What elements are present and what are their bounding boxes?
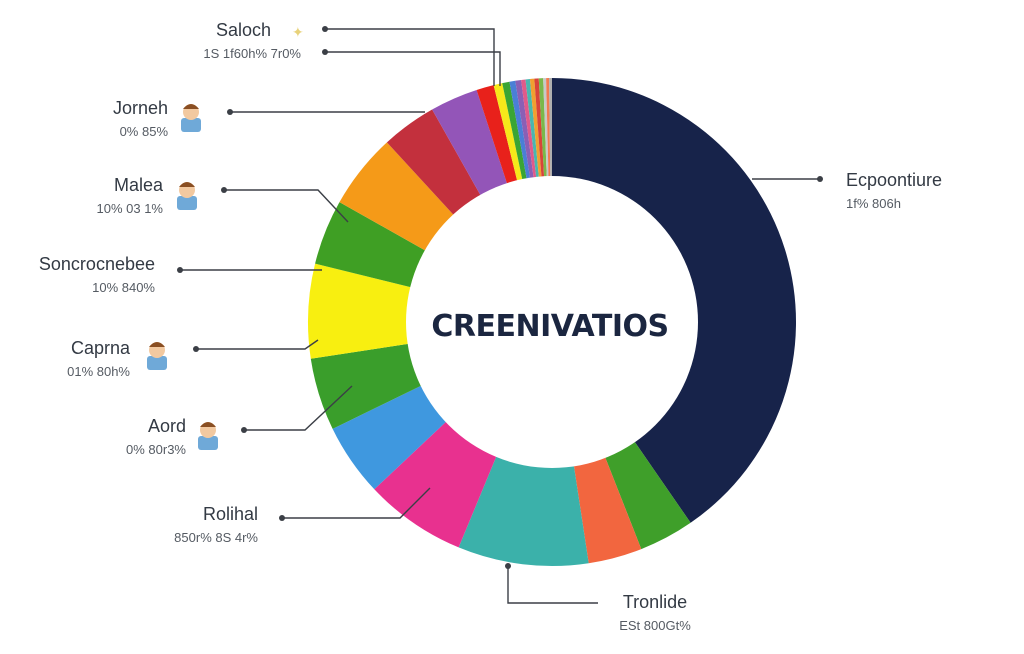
slice-label-value: 0% 80r3% <box>126 442 186 457</box>
person-avatar-icon <box>181 104 201 132</box>
label-group-7: Soncrocnebee 10% 840% <box>39 254 322 295</box>
slice-label-name: Malea <box>114 175 164 195</box>
leader-dot <box>193 346 199 352</box>
slice-label-value: 850r% 8S 4r% <box>174 530 258 545</box>
label-group-11: Jorneh 0% 85% <box>113 98 425 139</box>
slice-label-name: Aord <box>148 416 186 436</box>
label-group-2: Tronlide ESt 800Gt% <box>505 563 691 633</box>
center-title: CREENIVATIOS <box>431 309 668 344</box>
label-group-5: Aord 0% 80r3% <box>126 385 353 457</box>
star-icon: ✦ <box>292 24 304 40</box>
leader-line <box>244 385 353 431</box>
leader-line <box>282 487 431 519</box>
slice-label-value: 0% 85% <box>120 124 169 139</box>
slice-label-value: 10% 840% <box>92 280 155 295</box>
leader-line <box>196 339 319 350</box>
leader-dot <box>221 187 227 193</box>
label-group-8: Malea 10% 03 1% <box>97 175 349 223</box>
leader-dot <box>227 109 233 115</box>
leader-line <box>507 566 598 604</box>
slice-label-name: Tronlide <box>623 592 687 612</box>
leader-dot <box>241 427 247 433</box>
person-avatar-icon <box>198 422 218 450</box>
slice-label-value: 01% 80h% <box>67 364 130 379</box>
slice-label-value: ESt 800Gt% <box>619 618 691 633</box>
slice-label-value: 1S 1f60h% 7r0% <box>203 46 301 61</box>
leader-line <box>325 51 501 86</box>
leader-dot <box>505 563 511 569</box>
label-group-3: Rolihal 850r% 8S 4r% <box>174 487 431 545</box>
leader-dot <box>322 26 328 32</box>
slice-label-name: Jorneh <box>113 98 168 118</box>
leader-dot <box>279 515 285 521</box>
leader-line <box>224 189 349 223</box>
slice-label-name: Ecpoontiure <box>846 170 942 190</box>
slice-label-name: Caprna <box>71 338 131 358</box>
person-avatar-icon <box>147 342 167 370</box>
person-avatar-icon <box>177 182 197 210</box>
slice-label-name: Soncrocnebee <box>39 254 155 274</box>
slice-labels: Ecpoontiure 1f% 806h Tronlide ESt 800Gt% Rol… <box>39 20 942 633</box>
donut-hole <box>406 176 698 468</box>
label-group-0: Ecpoontiure 1f% 806h <box>752 170 942 211</box>
leader-dot <box>322 49 328 55</box>
label-group-6: Caprna 01% 80h% <box>67 338 319 379</box>
slice-label-value: 10% 03 1% <box>97 201 164 216</box>
slice-label-name: Rolihal <box>203 504 258 524</box>
slice-label-value: 1f% 806h <box>846 196 901 211</box>
slice-label-name: Saloch <box>216 20 271 40</box>
leader-dot <box>177 267 183 273</box>
label-group-14: Saloch 1S 1f60h% 7r0% ✦ <box>203 20 495 86</box>
leader-dot <box>817 176 823 182</box>
leader-line <box>325 28 495 86</box>
